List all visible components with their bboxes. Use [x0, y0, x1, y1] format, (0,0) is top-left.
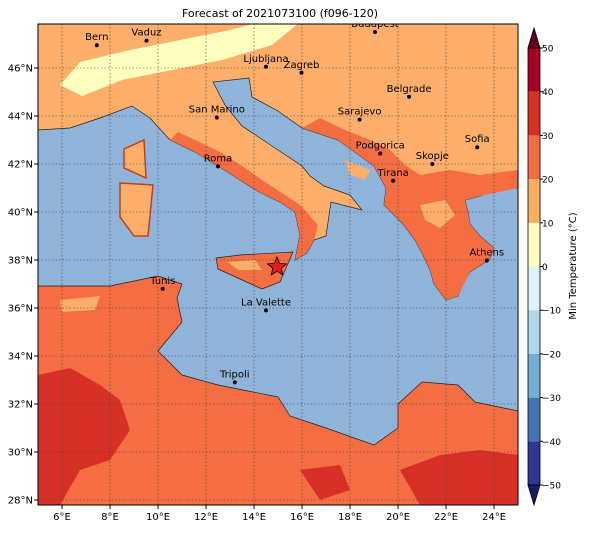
hot-zone	[38, 368, 518, 505]
warm-zone	[302, 118, 518, 300]
warm-zone	[170, 132, 318, 260]
colorbar-tick-label: 50	[542, 45, 554, 55]
city-dot	[378, 151, 383, 156]
city-label: Athens	[469, 247, 504, 258]
lon-label: 22°E	[434, 512, 458, 523]
lat-label: 36°N	[8, 304, 33, 315]
city-label: Vaduz	[131, 28, 161, 39]
city-dot	[214, 115, 219, 120]
lat-label: 30°N	[8, 448, 33, 459]
map-frame	[37, 23, 519, 506]
lat-label: 42°N	[8, 160, 33, 171]
colorbar-tick-label: 0	[542, 263, 548, 273]
colorbar-tick-label: 20	[542, 176, 554, 186]
city-label: Belgrade	[387, 84, 432, 95]
colorbar-segment	[528, 397, 540, 442]
city-label: Tirana	[377, 168, 409, 179]
lat-label: 46°N	[8, 64, 33, 75]
lon-label: 10°E	[146, 512, 170, 523]
lon-label: 18°E	[338, 512, 362, 523]
colorbar-tick-label: −20	[542, 350, 561, 360]
colorbar-label: Min Temperature (°C)	[568, 212, 579, 319]
city-dot	[475, 145, 480, 150]
grid	[38, 24, 518, 505]
colorbar-tick-label: 40	[542, 88, 554, 98]
lat-label: 34°N	[8, 352, 33, 363]
city-dot	[299, 70, 304, 75]
colorbar-tick-label: 10	[542, 219, 554, 229]
colorbar: −50 −40 −30 −20 −10 0 10 20 30 40 50 Min Temperatur…	[527, 26, 579, 507]
city-label: Ljubljana	[243, 54, 288, 65]
light-zone	[345, 160, 455, 228]
city-dot	[407, 94, 412, 99]
city-dot	[430, 162, 435, 166]
colorbar-segment	[528, 310, 540, 354]
city-label: Tripoli	[219, 369, 250, 380]
city-label: Budapest	[351, 19, 398, 30]
city-dot	[264, 308, 268, 313]
title: Forecast of 2021073100 (f096-120)	[182, 7, 378, 20]
lat-label: 40°N	[8, 208, 33, 219]
colorbar-segment	[528, 91, 540, 136]
cool-zone	[60, 24, 298, 96]
city-label: San Marino	[189, 104, 245, 115]
colorbar-segment	[528, 179, 540, 223]
lon-label: 14°E	[242, 512, 266, 523]
lon-label: 6°E	[53, 512, 71, 523]
colorbar-tick-label: −30	[542, 394, 561, 404]
island	[215, 251, 294, 290]
axes: 6°E 8°E 10°E 12°E 14°E 16°E 18°E 20°E 22°E 24°E 28…	[8, 64, 506, 524]
colorbar-over	[527, 26, 541, 49]
city-label: Bern	[85, 32, 108, 43]
city-dot	[94, 43, 99, 48]
island	[123, 138, 147, 180]
city-dot	[160, 286, 165, 291]
island	[228, 260, 262, 270]
city-dot	[357, 117, 362, 122]
colorbar-segment	[528, 48, 540, 92]
colorbar-tick-label: 30	[542, 132, 554, 142]
city-label: Sarajevo	[338, 107, 382, 118]
lon-label: 8°E	[101, 512, 119, 523]
city-label: Roma	[204, 153, 233, 164]
colorbar-segment	[528, 353, 540, 398]
lon-label: 16°E	[290, 512, 314, 523]
colorbar-tick-label: −40	[542, 438, 561, 448]
city-dot	[144, 38, 149, 43]
colorbar-segment	[528, 222, 540, 267]
lon-label: 24°E	[482, 512, 506, 523]
city-dot	[372, 30, 377, 34]
colorbar-tick-label: −50	[542, 482, 561, 492]
lon-label: 20°E	[386, 512, 410, 523]
city-label: Tunis	[149, 276, 175, 287]
city-label: La Valette	[241, 297, 291, 308]
city-dot	[264, 64, 268, 69]
lat-label: 32°N	[8, 400, 33, 411]
colorbar-tick-label: −10	[542, 307, 561, 317]
colorbar-segment	[528, 135, 540, 180]
colorbar-segment	[528, 266, 540, 311]
city-dot	[216, 164, 220, 169]
lat-label: 44°N	[8, 112, 33, 123]
city-label: Skopje	[416, 151, 449, 162]
star-marker	[266, 255, 288, 276]
lat-label: 28°N	[8, 496, 33, 507]
city-dot	[232, 380, 237, 385]
lat-label: 38°N	[8, 256, 33, 267]
city-label: Zagreb	[284, 60, 320, 71]
city-dot	[484, 258, 489, 263]
island	[119, 182, 154, 237]
colorbar-under	[527, 484, 541, 507]
city-dot	[391, 178, 396, 183]
lon-label: 12°E	[194, 512, 218, 523]
city-label: Podgorica	[356, 140, 405, 151]
colorbar-segment	[528, 441, 540, 485]
city-label: Sofia	[465, 134, 490, 145]
